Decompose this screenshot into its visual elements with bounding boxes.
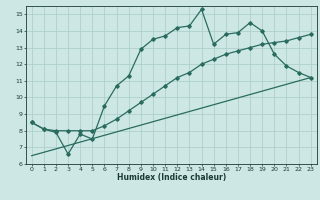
X-axis label: Humidex (Indice chaleur): Humidex (Indice chaleur) [116, 173, 226, 182]
